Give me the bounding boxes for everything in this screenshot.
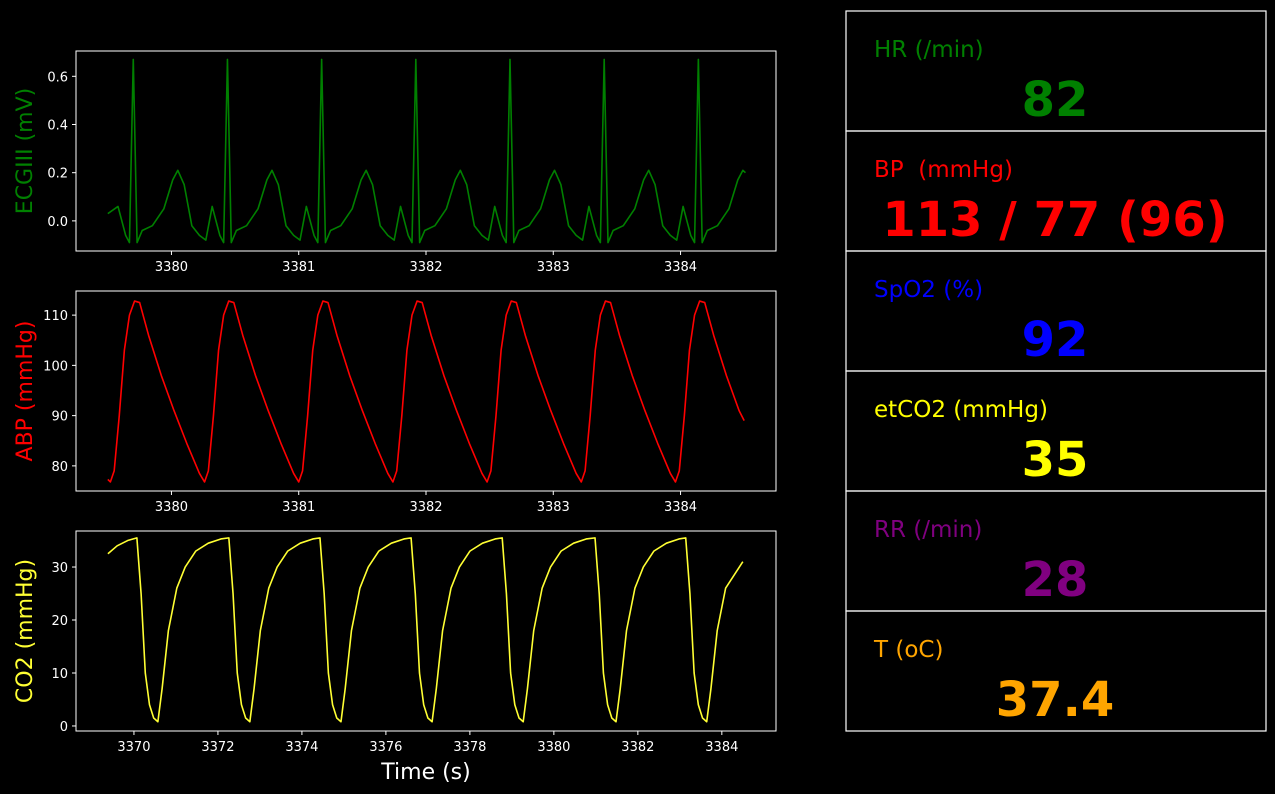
y-tick-label: 110 bbox=[43, 309, 68, 324]
waveform bbox=[107, 58, 747, 244]
x-tick-label: 3380 bbox=[155, 260, 188, 275]
x-tick-label: 3382 bbox=[409, 260, 442, 275]
vital-label: SpO2 (%) bbox=[874, 277, 983, 303]
y-axis-label: CO2 (mmHg) bbox=[13, 559, 38, 703]
x-tick-label: 3380 bbox=[537, 740, 570, 755]
vital-label: etCO2 (mmHg) bbox=[874, 397, 1048, 423]
x-tick-label: 3384 bbox=[705, 740, 738, 755]
x-tick-label: 3372 bbox=[201, 740, 234, 755]
y-tick-label: 0.6 bbox=[47, 70, 68, 85]
waveform bbox=[107, 537, 744, 723]
vital-label: BP (mmHg) bbox=[874, 157, 1013, 183]
x-tick-label: 3376 bbox=[369, 740, 402, 755]
x-tick-label: 3382 bbox=[621, 740, 654, 755]
y-tick-label: 0 bbox=[60, 720, 68, 735]
x-tick-label: 3382 bbox=[409, 500, 442, 515]
y-axis-label: ECGIII (mV) bbox=[13, 88, 38, 214]
vital-value: 28 bbox=[1022, 552, 1089, 608]
vital-box bbox=[845, 610, 1267, 732]
y-tick-label: 10 bbox=[51, 667, 68, 682]
x-tick-label: 3374 bbox=[285, 740, 318, 755]
vital-value: 113 / 77 (96) bbox=[882, 192, 1227, 248]
vital-value: 37.4 bbox=[996, 672, 1114, 728]
y-tick-label: 0.0 bbox=[47, 215, 68, 230]
y-tick-label: 0.4 bbox=[47, 118, 68, 133]
vital-label: HR (/min) bbox=[874, 37, 984, 63]
y-axis-label: ABP (mmHg) bbox=[13, 321, 38, 462]
x-tick-label: 3381 bbox=[282, 260, 315, 275]
plot-frame bbox=[75, 50, 777, 252]
x-tick-label: 3383 bbox=[537, 500, 570, 515]
x-tick-label: 3378 bbox=[453, 740, 486, 755]
x-tick-label: 3380 bbox=[155, 500, 188, 515]
y-tick-label: 90 bbox=[51, 410, 68, 425]
vital-label: T (oC) bbox=[873, 637, 943, 663]
x-tick-label: 3383 bbox=[537, 260, 570, 275]
y-tick-label: 100 bbox=[43, 359, 68, 374]
x-tick-label: 3384 bbox=[664, 260, 697, 275]
vital-value: 35 bbox=[1022, 432, 1089, 488]
plot-frame bbox=[75, 530, 777, 732]
vital-value: 92 bbox=[1022, 312, 1089, 368]
x-axis-label: Time (s) bbox=[380, 760, 470, 785]
x-tick-label: 3370 bbox=[117, 740, 150, 755]
y-tick-label: 30 bbox=[51, 561, 68, 576]
vital-label: RR (/min) bbox=[874, 517, 982, 543]
plot-frame bbox=[75, 290, 777, 492]
x-tick-label: 3384 bbox=[664, 500, 697, 515]
x-tick-label: 3381 bbox=[282, 500, 315, 515]
y-tick-label: 0.2 bbox=[47, 167, 68, 182]
y-tick-label: 80 bbox=[51, 460, 68, 475]
vital-value: 82 bbox=[1022, 72, 1089, 128]
waveform bbox=[107, 300, 745, 483]
y-tick-label: 20 bbox=[51, 614, 68, 629]
